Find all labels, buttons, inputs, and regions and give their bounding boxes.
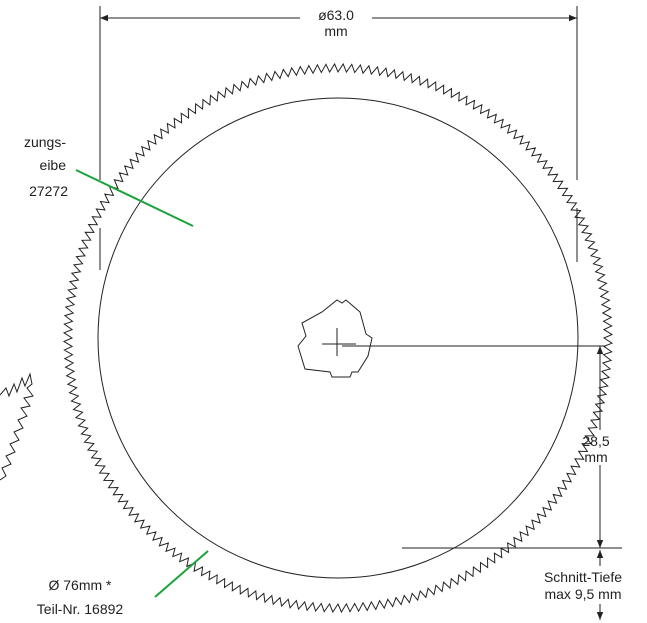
- inner-disc-outline: [97, 97, 579, 579]
- blade-leader-line: [154, 550, 209, 598]
- blade-part-number: Teil-Nr. 16892: [37, 601, 124, 617]
- top-dim-value: ø63.0: [318, 7, 354, 23]
- insert-name-line1: zungs-: [24, 134, 66, 150]
- secondary-blade-fragment: [0, 372, 34, 481]
- blade-diameter-label: Ø 76mm *: [48, 577, 112, 593]
- insert-part-number: 27272: [29, 183, 68, 199]
- cut-depth-label-line1: Schnitt-Tiefe: [544, 569, 622, 585]
- insert-leader-line: [75, 169, 194, 227]
- depth-dim-value: 28,5: [582, 433, 609, 449]
- serrated-blade-edge: [62, 62, 614, 614]
- center-hub: [297, 299, 373, 378]
- depth-dim-unit: mm: [584, 449, 607, 465]
- top-dim-unit: mm: [324, 23, 347, 39]
- cut-depth-label-line2: max 9,5 mm: [544, 586, 621, 602]
- insert-name-line2: eibe: [40, 157, 67, 173]
